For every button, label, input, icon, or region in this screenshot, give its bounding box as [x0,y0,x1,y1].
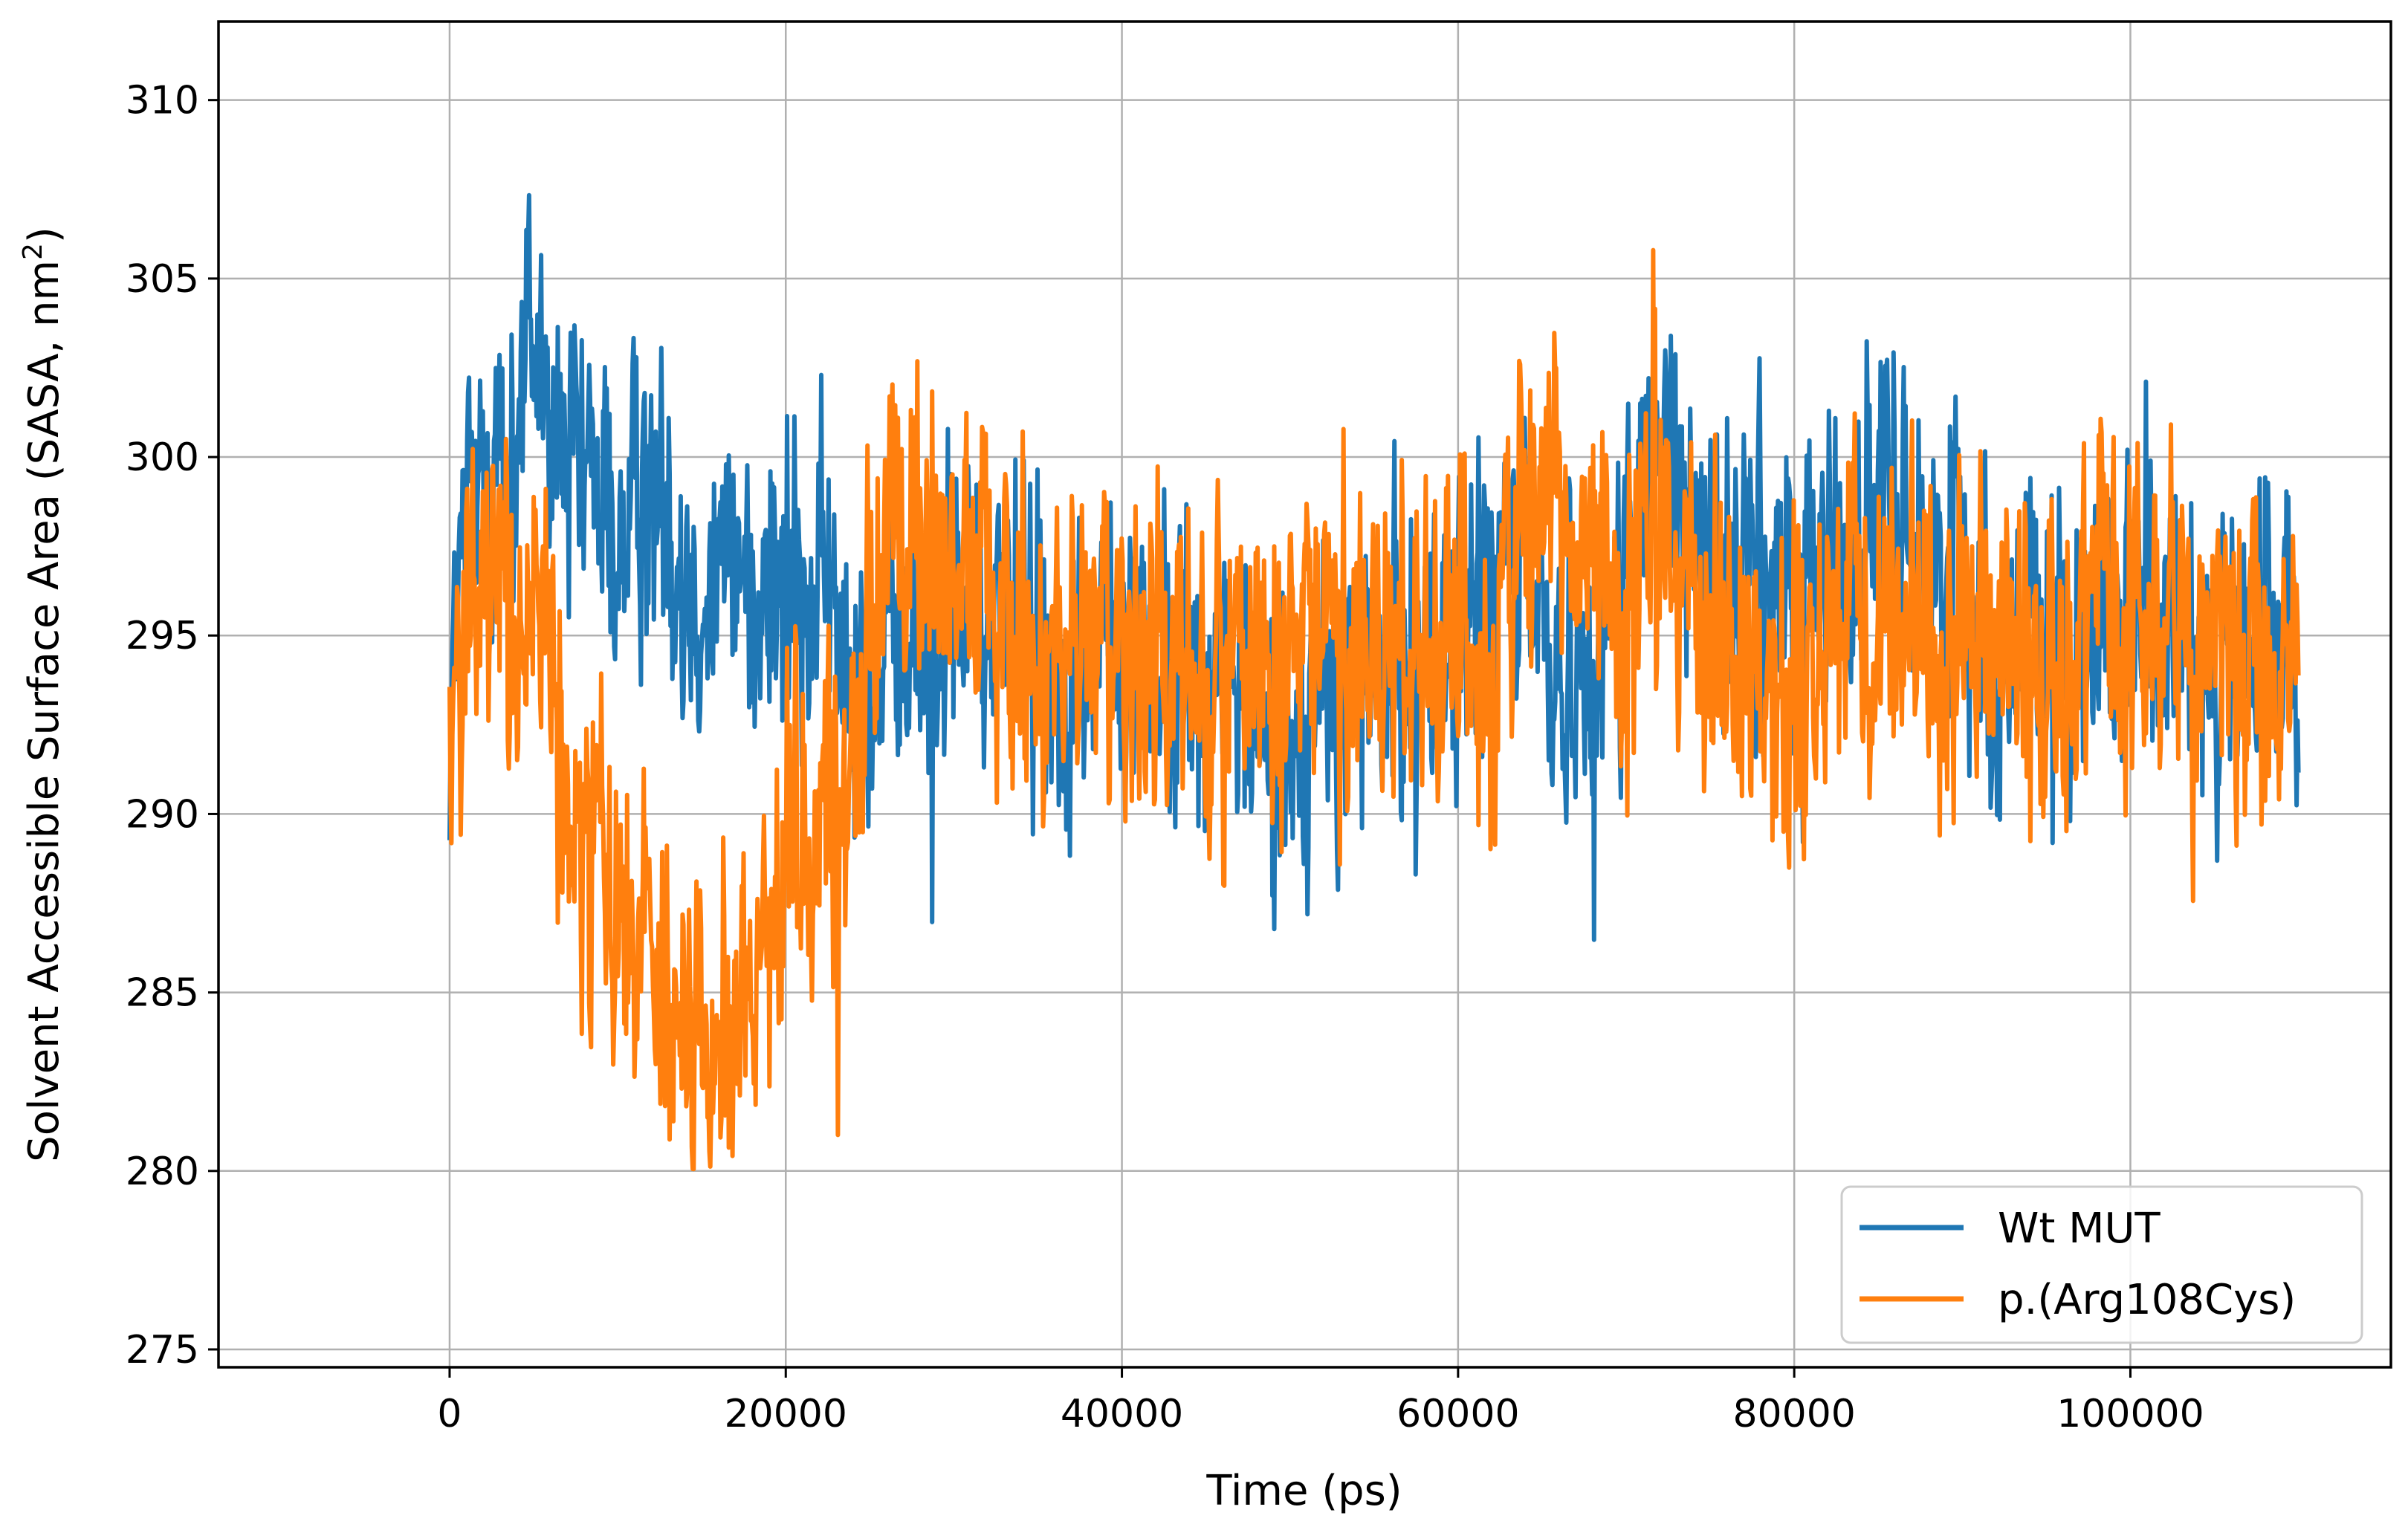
legend: Wt MUT p.(Arg108Cys) [1840,1185,2363,1344]
x-tick-label: 60000 [1396,1392,1519,1436]
plot-frame [217,20,2392,1369]
y-tick-label: 275 [126,1328,199,1372]
y-axis-label-superscript: 2 [18,243,48,260]
y-axis: 275 280 285 290 295 300 305 310 [126,79,219,1372]
y-tick-label: 295 [126,614,199,658]
x-axis-label: Time (ps) [1205,1467,1402,1515]
legend-label-wt-mut: Wt MUT [1998,1205,2161,1253]
x-axis: 0 20000 40000 60000 80000 100000 [437,1367,2204,1436]
x-tick-label: 20000 [725,1392,847,1436]
legend-label-arg108cys: p.(Arg108Cys) [1998,1276,2296,1324]
x-tick-label: 100000 [2056,1392,2204,1436]
x-tick-label: 0 [437,1392,462,1436]
y-tick-label: 305 [126,257,199,302]
y-tick-label: 290 [126,792,199,837]
series-line-arg108cys [447,247,2301,1172]
legend-box [1840,1185,2363,1344]
y-tick-label: 300 [126,435,199,480]
x-tick-label: 40000 [1061,1392,1183,1436]
y-tick-label: 280 [126,1150,199,1194]
series-lines [447,192,2301,1172]
y-axis-label-tail: ) [20,227,68,243]
x-tick-label: 80000 [1732,1392,1855,1436]
y-tick-label: 310 [126,79,199,123]
y-axis-label-main: Solvent Accessible Surface Area (SASA, n… [20,260,68,1162]
y-tick-label: 285 [126,971,199,1016]
y-axis-label: Solvent Accessible Surface Area (SASA, n… [18,227,68,1162]
